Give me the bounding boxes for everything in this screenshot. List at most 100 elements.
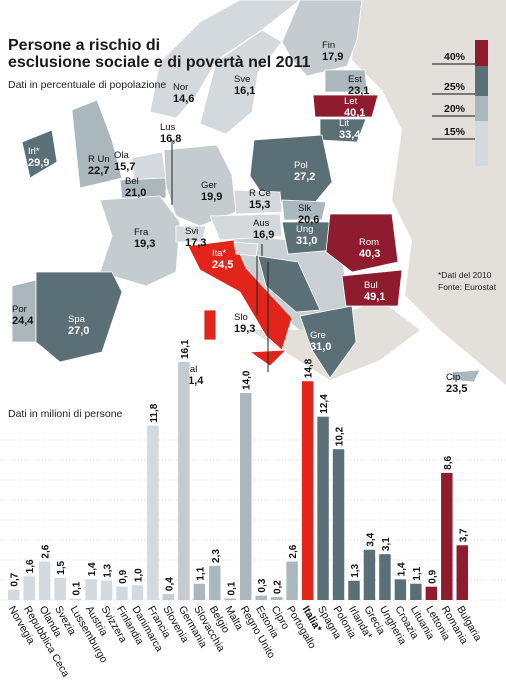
region-value: 24,4 <box>12 315 34 327</box>
region-value: 40,1 <box>344 107 365 119</box>
region-name: Slo <box>234 312 248 323</box>
country-shape <box>21 129 58 179</box>
bar <box>441 472 453 600</box>
bar <box>363 549 376 600</box>
region-name: Fra <box>134 227 149 238</box>
value-label: 0,9 <box>118 569 129 583</box>
value-label: 1,3 <box>350 563 361 577</box>
region-value: 33,4 <box>339 129 361 141</box>
bar <box>255 595 267 600</box>
bar <box>270 597 283 600</box>
region-value: 32,7 <box>273 383 294 395</box>
country-shape <box>233 189 283 215</box>
legend-swatch <box>475 121 488 166</box>
region-name: Slk <box>298 203 311 214</box>
country-shape <box>257 255 321 313</box>
value-label: 3,4 <box>365 532 376 546</box>
region-name: Cip <box>446 372 460 383</box>
value-label: 0,4 <box>164 577 175 591</box>
region-value: 24,5 <box>212 259 233 271</box>
land-east <box>352 0 506 385</box>
region-value: 19,3 <box>134 238 155 250</box>
country-shape <box>451 369 481 383</box>
region-value: 29,9 <box>28 157 49 169</box>
region-value: 17,3 <box>185 237 206 249</box>
region-name: Fin <box>322 40 335 51</box>
country-shape <box>199 29 283 135</box>
value-label: 16,1 <box>180 339 191 359</box>
legend-label: 25% <box>444 81 466 93</box>
country-shape <box>281 199 327 221</box>
region-name: Ger <box>201 180 217 191</box>
region-value: 23,1 <box>348 85 369 97</box>
region-name: R Ce <box>249 188 271 199</box>
legend-label: 15% <box>444 126 466 138</box>
value-label: 0,9 <box>427 569 438 583</box>
bar <box>224 598 236 600</box>
bar <box>286 561 298 600</box>
country-shape <box>203 309 217 341</box>
chart-title: Persone a rischio di esclusione sociale e… <box>8 37 310 71</box>
bar-subtitle: Dati in milioni di persone <box>8 408 123 420</box>
bar <box>394 579 407 600</box>
map-subtitle: Dati in percentuale di popolazione <box>8 79 166 91</box>
region-value: 27,0 <box>68 325 89 337</box>
region-value: 17,9 <box>322 51 343 63</box>
region-name: Ita* <box>212 248 227 259</box>
legend-label: 20% <box>444 103 466 115</box>
legend-swatch <box>475 40 488 66</box>
region-value: 16,8 <box>160 133 181 145</box>
region-name: Aus <box>253 218 270 229</box>
value-label: 1,6 <box>25 559 36 573</box>
bar <box>456 545 468 600</box>
region-name: Lit <box>339 118 349 129</box>
bar <box>379 554 391 600</box>
region-name: Por <box>12 304 27 315</box>
region-name: Ola <box>114 150 130 161</box>
bar <box>116 586 128 600</box>
country-shape <box>71 99 123 189</box>
bar <box>193 583 206 600</box>
region-name: Est <box>348 74 362 85</box>
value-label: 1,4 <box>396 562 407 576</box>
region-name: Irl* <box>28 146 40 157</box>
country-shape <box>325 213 399 273</box>
region-value: 27,2 <box>294 171 315 183</box>
region-value: 23,5 <box>446 383 467 395</box>
bar <box>23 576 35 600</box>
value-label: 8,6 <box>443 456 454 470</box>
region-name: Ung <box>296 224 313 235</box>
country-shape <box>175 225 207 243</box>
country-shape <box>119 177 167 199</box>
region-name: Spa <box>68 314 86 325</box>
country-shape <box>209 213 283 241</box>
region-name: Mal <box>182 364 197 375</box>
country-shape <box>281 0 363 77</box>
bar <box>147 425 159 600</box>
region-name: Cro <box>273 372 288 383</box>
value-label: 0,2 <box>273 580 284 594</box>
bar <box>348 580 360 600</box>
bar <box>69 598 82 600</box>
note: *Dati del 2010 <box>438 270 492 280</box>
bar <box>301 381 314 600</box>
bar <box>317 416 329 600</box>
source: Fonte: Eurostat <box>438 282 497 292</box>
country-shape <box>312 94 379 118</box>
bar <box>8 589 20 600</box>
bar <box>100 580 113 600</box>
country-shape <box>35 271 123 363</box>
region-name: R Un <box>88 154 110 165</box>
value-label: 1,5 <box>56 560 67 574</box>
region-name: Gre <box>310 330 326 341</box>
country-shape <box>319 118 367 143</box>
value-label: 10,2 <box>335 426 346 446</box>
country-shape <box>299 305 357 379</box>
country-shape <box>99 195 181 287</box>
legend-label: 40% <box>444 51 466 63</box>
region-name: Sve <box>234 74 250 85</box>
bar <box>85 579 97 600</box>
value-label: 0,1 <box>226 581 237 595</box>
country-shape <box>233 241 259 257</box>
country-shape <box>163 144 237 227</box>
